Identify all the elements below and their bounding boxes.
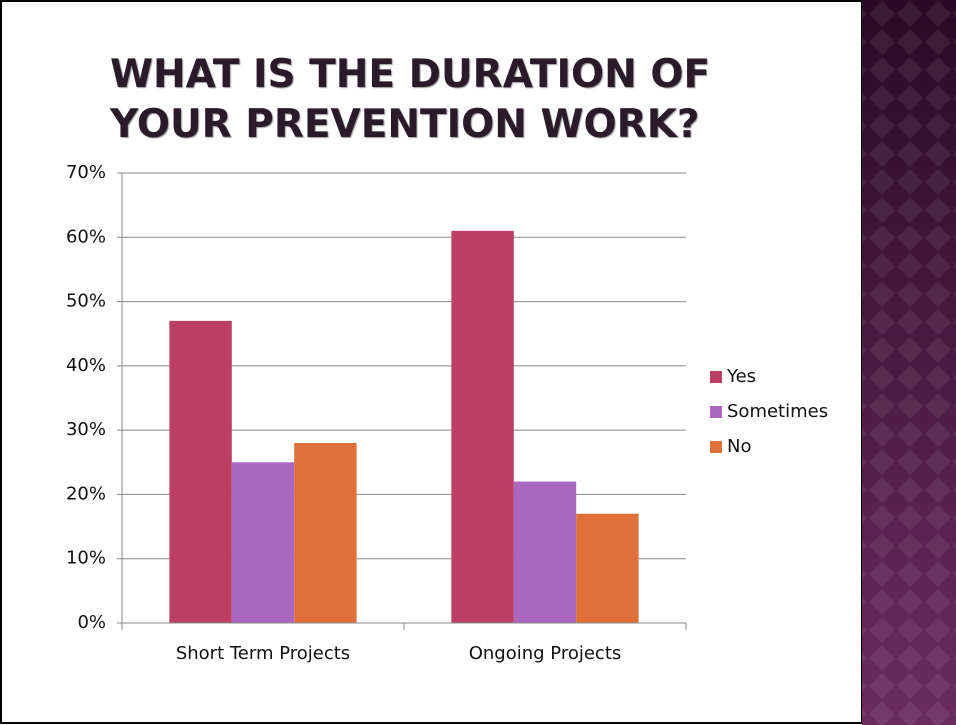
y-tick-label: 50% (66, 291, 106, 312)
bar (231, 462, 295, 623)
legend-label: Sometimes (727, 401, 828, 422)
bar (513, 481, 577, 623)
legend-label: Yes (726, 366, 756, 387)
legend-swatch (710, 371, 722, 383)
bar (169, 320, 232, 623)
y-tick-label: 0% (77, 612, 106, 633)
x-tick-label: Short Term Projects (176, 643, 350, 664)
y-tick-label: 70% (66, 162, 106, 183)
side-pattern (862, 0, 956, 725)
bar (451, 230, 514, 623)
slide-title: WHAT IS THE DURATION OF YOUR PREVENTION … (110, 52, 711, 147)
x-tick-label: Ongoing Projects (469, 643, 622, 664)
legend-swatch (710, 406, 722, 418)
slide-border (0, 0, 863, 724)
y-tick-label: 30% (66, 419, 106, 440)
y-tick-label: 60% (66, 226, 106, 247)
legend-label: No (727, 436, 751, 457)
bar (576, 513, 639, 623)
bar (294, 443, 357, 623)
y-tick-label: 40% (66, 355, 106, 376)
y-tick-label: 10% (66, 548, 106, 569)
y-tick-label: 20% (66, 483, 106, 504)
legend-swatch (710, 441, 722, 453)
